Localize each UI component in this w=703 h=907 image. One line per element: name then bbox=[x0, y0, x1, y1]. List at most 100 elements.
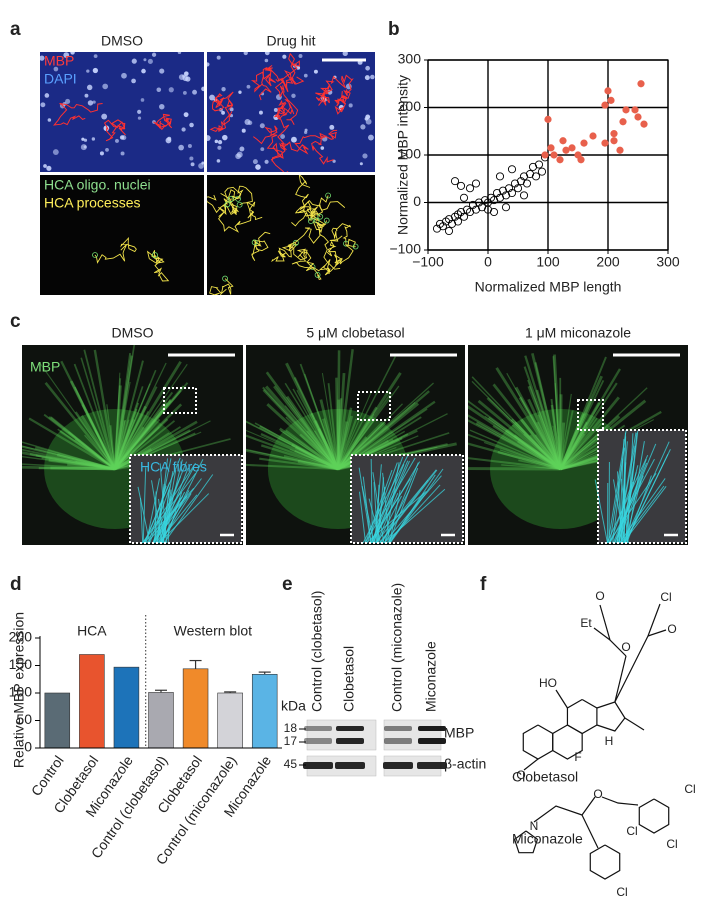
nucleus bbox=[187, 144, 192, 149]
stain-label: MBP bbox=[30, 359, 60, 375]
hca-fibre bbox=[386, 484, 441, 544]
point bbox=[601, 101, 609, 109]
nucleus bbox=[201, 86, 204, 92]
hca-fibre bbox=[612, 457, 624, 544]
fibre bbox=[321, 373, 339, 470]
fibre bbox=[279, 427, 339, 471]
fibre bbox=[336, 349, 354, 470]
process bbox=[329, 223, 352, 244]
atom-label: Cl bbox=[616, 885, 627, 899]
hca-fibre bbox=[375, 469, 437, 544]
process bbox=[311, 129, 338, 165]
nucleus bbox=[43, 164, 47, 168]
nucleus bbox=[40, 55, 45, 61]
nucleus-outline bbox=[92, 252, 98, 258]
hca-fibre bbox=[378, 479, 429, 544]
hca-fibre bbox=[384, 462, 400, 544]
fibre bbox=[559, 410, 574, 470]
nucleus bbox=[189, 122, 194, 128]
process bbox=[209, 99, 234, 133]
fibre bbox=[313, 420, 340, 470]
fibre bbox=[22, 445, 116, 470]
panel-letter: d bbox=[10, 574, 22, 595]
nucleus bbox=[370, 74, 375, 80]
nucleus bbox=[189, 156, 194, 161]
nucleus bbox=[183, 112, 189, 118]
nucleus bbox=[291, 93, 296, 99]
fibre bbox=[113, 355, 133, 470]
nucleus bbox=[207, 135, 211, 141]
fibre bbox=[337, 433, 409, 470]
fibre bbox=[113, 405, 147, 470]
fibre bbox=[531, 353, 562, 470]
fibre bbox=[534, 434, 562, 470]
hca-fibre bbox=[624, 430, 639, 544]
fibre bbox=[246, 421, 339, 470]
fibre bbox=[50, 466, 115, 471]
nucleus bbox=[216, 55, 221, 60]
nucleus bbox=[333, 75, 337, 79]
bond bbox=[522, 724, 554, 760]
process bbox=[251, 231, 271, 261]
fibre bbox=[114, 420, 198, 471]
hca-fibre bbox=[143, 487, 195, 544]
nucleus bbox=[86, 69, 90, 73]
fibre bbox=[81, 404, 116, 470]
fibre bbox=[80, 357, 116, 470]
fibre bbox=[262, 386, 339, 470]
point bbox=[531, 172, 541, 181]
point bbox=[459, 212, 469, 221]
fibre bbox=[553, 354, 562, 470]
x-tick-label: −100 bbox=[412, 254, 444, 270]
hca-fibre bbox=[161, 489, 170, 544]
hca-fibre bbox=[377, 477, 385, 544]
micrograph bbox=[40, 175, 204, 295]
nucleus bbox=[131, 58, 137, 64]
fibre bbox=[336, 436, 368, 470]
fibre bbox=[113, 385, 122, 470]
bond bbox=[614, 655, 627, 703]
fibre bbox=[114, 419, 127, 470]
fibre bbox=[559, 417, 598, 470]
nucleus bbox=[239, 146, 245, 152]
nucleus bbox=[151, 52, 157, 57]
point bbox=[547, 144, 555, 152]
fibre bbox=[22, 463, 115, 470]
fibre bbox=[22, 451, 116, 471]
nucleus bbox=[229, 107, 234, 112]
process bbox=[250, 64, 276, 93]
fibre bbox=[34, 446, 116, 471]
fibre bbox=[286, 395, 340, 470]
point bbox=[501, 203, 511, 212]
fibre bbox=[319, 399, 340, 470]
image bbox=[468, 345, 688, 545]
point bbox=[507, 188, 517, 198]
hca-fibre bbox=[388, 467, 419, 544]
process bbox=[207, 186, 242, 215]
atom-label: Cl bbox=[626, 824, 637, 838]
nucleus bbox=[368, 134, 374, 141]
hca-fibre bbox=[389, 468, 444, 544]
fibre bbox=[22, 441, 116, 470]
nucleus bbox=[221, 110, 225, 115]
nucleus bbox=[264, 58, 269, 63]
fibre bbox=[285, 416, 339, 470]
nucleus bbox=[92, 67, 99, 74]
fibre bbox=[559, 393, 572, 470]
point bbox=[622, 106, 630, 114]
fibre bbox=[285, 362, 340, 470]
point bbox=[459, 193, 469, 202]
fibre bbox=[552, 425, 561, 470]
hca-fibre bbox=[152, 497, 182, 544]
fibre bbox=[291, 443, 339, 471]
bar bbox=[79, 654, 105, 749]
nucleus bbox=[141, 68, 146, 74]
fibre bbox=[69, 380, 117, 470]
nucleus-outline bbox=[323, 217, 330, 224]
fibre bbox=[559, 422, 588, 470]
image bbox=[207, 52, 375, 172]
fibre bbox=[559, 398, 593, 470]
process bbox=[94, 237, 137, 264]
bond bbox=[624, 717, 645, 731]
fibre bbox=[35, 454, 115, 470]
